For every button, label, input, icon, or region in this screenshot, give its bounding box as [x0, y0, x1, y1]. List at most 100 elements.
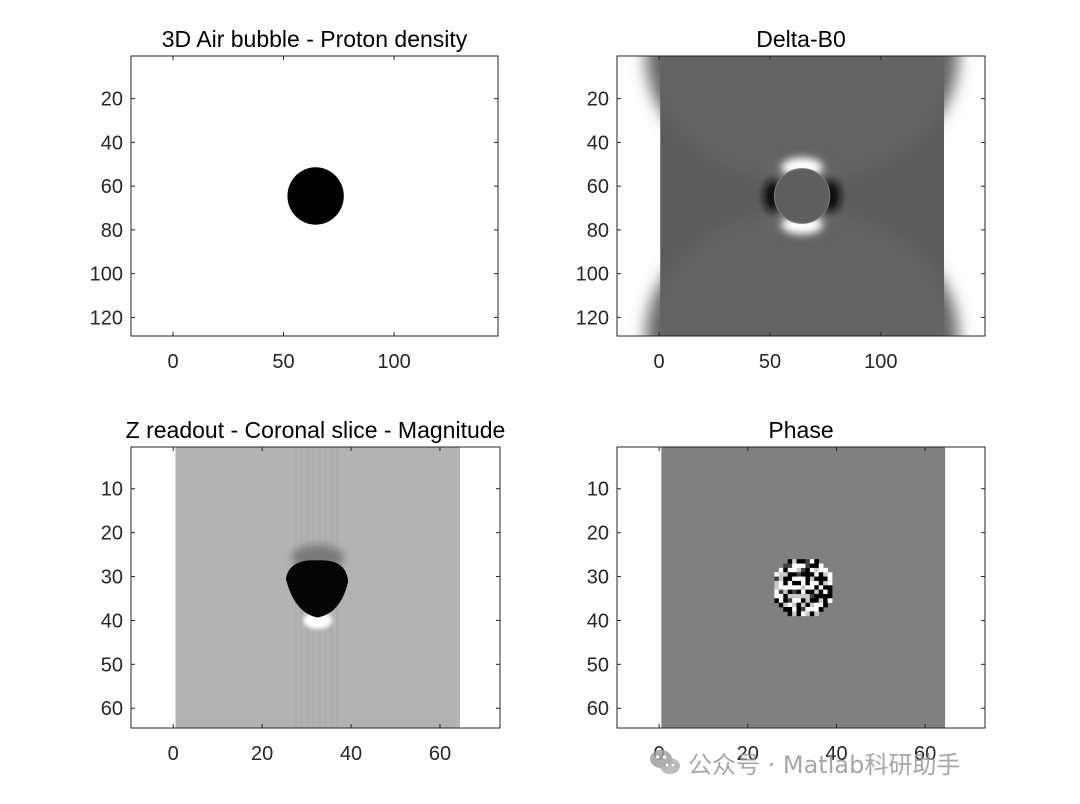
phase-pixel — [796, 585, 802, 591]
phase-pixel — [809, 589, 815, 595]
phase-pixel — [827, 589, 833, 595]
image-area — [131, 447, 500, 728]
x-tick-label: 0 — [654, 351, 665, 373]
phase-pixel — [818, 567, 824, 573]
phase-pixel — [787, 576, 793, 582]
image-area — [617, 56, 985, 336]
x-tick-label: 100 — [377, 351, 410, 373]
x-tick-label: 40 — [825, 743, 847, 765]
phase-pixel — [827, 585, 833, 591]
y-tick-label: 40 — [587, 132, 609, 154]
phase-pixel — [796, 572, 802, 577]
panel-4: 0204060102030405060Phase — [587, 417, 986, 765]
phase-pixel — [783, 589, 788, 595]
phase-pixel — [805, 559, 811, 564]
phase-pixel — [792, 602, 797, 608]
x-tick-label: 40 — [340, 743, 362, 765]
phase-pixel — [801, 567, 806, 573]
phase-pixel — [792, 563, 797, 569]
y-tick-label: 20 — [587, 89, 609, 111]
y-tick-label: 30 — [587, 567, 609, 589]
y-tick-label: 10 — [101, 479, 123, 501]
phase-pixel — [809, 563, 815, 569]
phase-pixel — [809, 580, 815, 586]
phase-pixel — [801, 598, 806, 604]
phase-pixel — [792, 576, 797, 582]
phase-pixel — [814, 602, 820, 608]
phase-pixel — [809, 576, 815, 582]
phase-pixel — [796, 598, 802, 604]
bottom-bright — [303, 611, 333, 629]
phase-pixel — [809, 593, 815, 599]
panel-2: 0 50 100 20 40 60 80 100 120 Delta-B0 — [576, 26, 986, 373]
phase-pixel — [801, 585, 806, 591]
phase-pixel — [778, 572, 784, 577]
phase-pixel — [805, 611, 811, 617]
phase-pixel — [801, 607, 806, 612]
y-tick-label: 10 — [587, 479, 609, 501]
x-tick-label: 100 — [864, 351, 897, 373]
phase-pixel — [787, 589, 793, 595]
panel-1: 0 50 100 20 40 60 80 100 120 3D Air bubble - Prot… — [90, 26, 499, 373]
phase-pixel — [783, 563, 788, 569]
phase-pixel — [774, 585, 780, 591]
image-area — [617, 447, 985, 728]
phase-pixel — [796, 589, 802, 595]
phase-pixel — [792, 580, 797, 586]
axes-frame — [130, 446, 501, 729]
phase-pixel — [801, 563, 806, 569]
phase-pixel — [809, 602, 815, 608]
phase-pixel — [805, 589, 811, 595]
phase-pixel — [778, 580, 784, 586]
phase-pixel — [783, 593, 788, 599]
phase-pixel — [818, 602, 824, 608]
phase-pixel — [778, 576, 784, 582]
phase-pixel — [818, 589, 824, 595]
x-tick-label: 60 — [914, 743, 936, 765]
y-tick-label: 100 — [576, 264, 609, 286]
phase-pixel — [792, 593, 797, 599]
phase-pixel — [774, 598, 780, 604]
y-tick-label: 40 — [101, 610, 123, 632]
phase-pixel — [827, 576, 833, 582]
watermark: 公众号 · Matlab科研助手 — [648, 744, 960, 780]
phase-pixel — [814, 580, 820, 586]
phase-pixel — [783, 607, 788, 612]
phase-pixel — [774, 593, 780, 599]
phase-pixel — [823, 589, 828, 595]
bubble-dark — [285, 560, 349, 618]
axes-frame — [616, 446, 986, 729]
y-tick-label: 20 — [101, 523, 123, 545]
bubble-disk — [287, 167, 344, 225]
axes-frame — [616, 55, 986, 337]
phase-noise — [774, 559, 833, 617]
y-tick-label: 50 — [587, 654, 609, 676]
phase-pixel — [801, 559, 806, 564]
phase-pixel — [787, 559, 793, 564]
phase-pixel — [818, 585, 824, 591]
y-tick-label: 20 — [101, 89, 123, 111]
phase-pixel — [792, 559, 797, 564]
phase-pixel — [774, 572, 780, 577]
phase-pixel — [796, 580, 802, 586]
phase-pixel — [823, 598, 828, 604]
watermark-text: 公众号 · Matlab科研助手 — [688, 750, 961, 779]
upper-lobe — [646, 56, 959, 182]
phase-pixel — [823, 585, 828, 591]
phase-pixel — [814, 598, 820, 604]
phase-pixel — [814, 611, 820, 617]
phase-pixel — [818, 563, 824, 569]
phase-pixel — [783, 585, 788, 591]
phase-pixel — [809, 567, 815, 573]
phase-pixel — [796, 576, 802, 582]
phase-pixel — [778, 567, 784, 573]
x-tick-label: 50 — [759, 351, 781, 373]
phase-pixel — [774, 589, 780, 595]
phase-pixel — [805, 593, 811, 599]
phase-pixel — [805, 607, 811, 612]
phase-pixel — [796, 602, 802, 608]
phase-pixel — [805, 598, 811, 604]
phase-pixel — [818, 607, 824, 612]
phase-pixel — [787, 593, 793, 599]
